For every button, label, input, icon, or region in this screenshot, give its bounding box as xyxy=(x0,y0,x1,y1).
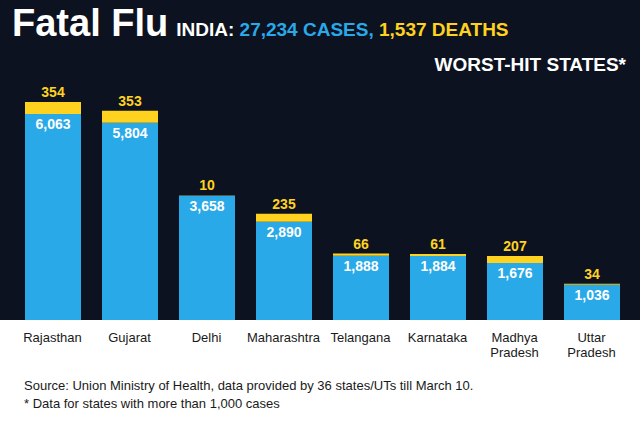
svg-text:MadhyaPradesh: MadhyaPradesh xyxy=(490,330,538,360)
svg-text:354: 354 xyxy=(41,84,65,100)
svg-text:353: 353 xyxy=(118,93,142,109)
svg-text:5,804: 5,804 xyxy=(112,125,147,141)
html-text:Source: Union Ministry of Heal: Source: Union Ministry of Health, data p… xyxy=(24,378,474,393)
svg-text:3,658: 3,658 xyxy=(189,198,224,214)
svg-text:10: 10 xyxy=(199,177,215,193)
svg-text:1,036: 1,036 xyxy=(574,287,609,303)
svg-text:1,884: 1,884 xyxy=(420,258,455,274)
svg-text:207: 207 xyxy=(503,238,527,254)
svg-text:61: 61 xyxy=(430,236,446,252)
svg-text:66: 66 xyxy=(353,236,369,252)
svg-text:1,676: 1,676 xyxy=(497,265,532,281)
svg-text:2,890: 2,890 xyxy=(266,224,301,240)
svg-text:Gujarat: Gujarat xyxy=(108,330,151,345)
html-text:Fatal Flu INDIA: 27,234 CASES,: Fatal Flu INDIA: 27,234 CASES, 1,537 DEA… xyxy=(12,2,509,44)
svg-text:Telangana: Telangana xyxy=(331,330,392,345)
svg-text:1,888: 1,888 xyxy=(343,258,378,274)
svg-text:UttarPradesh: UttarPradesh xyxy=(567,330,615,360)
svg-text:235: 235 xyxy=(272,196,296,212)
html-text:WORST-HIT STATES*: WORST-HIT STATES* xyxy=(434,54,626,75)
svg-text:6,063: 6,063 xyxy=(35,116,70,132)
svg-text:Maharashtra: Maharashtra xyxy=(247,330,321,345)
html-text:* Data for states with more th: * Data for states with more than 1,000 c… xyxy=(24,396,280,411)
svg-text:Rajasthan: Rajasthan xyxy=(23,330,82,345)
svg-text:Karnataka: Karnataka xyxy=(408,330,468,345)
svg-text:Delhi: Delhi xyxy=(192,330,222,345)
svg-text:34: 34 xyxy=(584,266,600,282)
